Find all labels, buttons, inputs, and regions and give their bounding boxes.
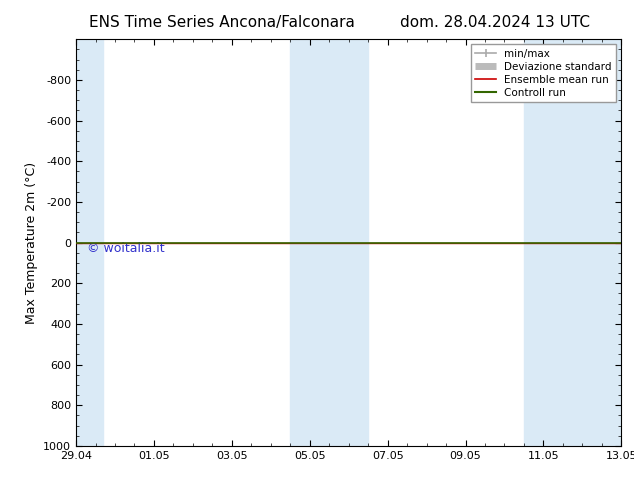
Text: ENS Time Series Ancona/Falconara: ENS Time Series Ancona/Falconara [89, 15, 355, 30]
Y-axis label: Max Temperature 2m (°C): Max Temperature 2m (°C) [25, 162, 37, 323]
Text: © woitalia.it: © woitalia.it [87, 242, 165, 255]
Bar [524, 39, 621, 446]
Bar [290, 39, 368, 446]
Legend: min/max, Deviazione standard, Ensemble mean run, Controll run: min/max, Deviazione standard, Ensemble m… [471, 45, 616, 102]
Bar [76, 39, 103, 446]
Text: dom. 28.04.2024 13 UTC: dom. 28.04.2024 13 UTC [399, 15, 590, 30]
